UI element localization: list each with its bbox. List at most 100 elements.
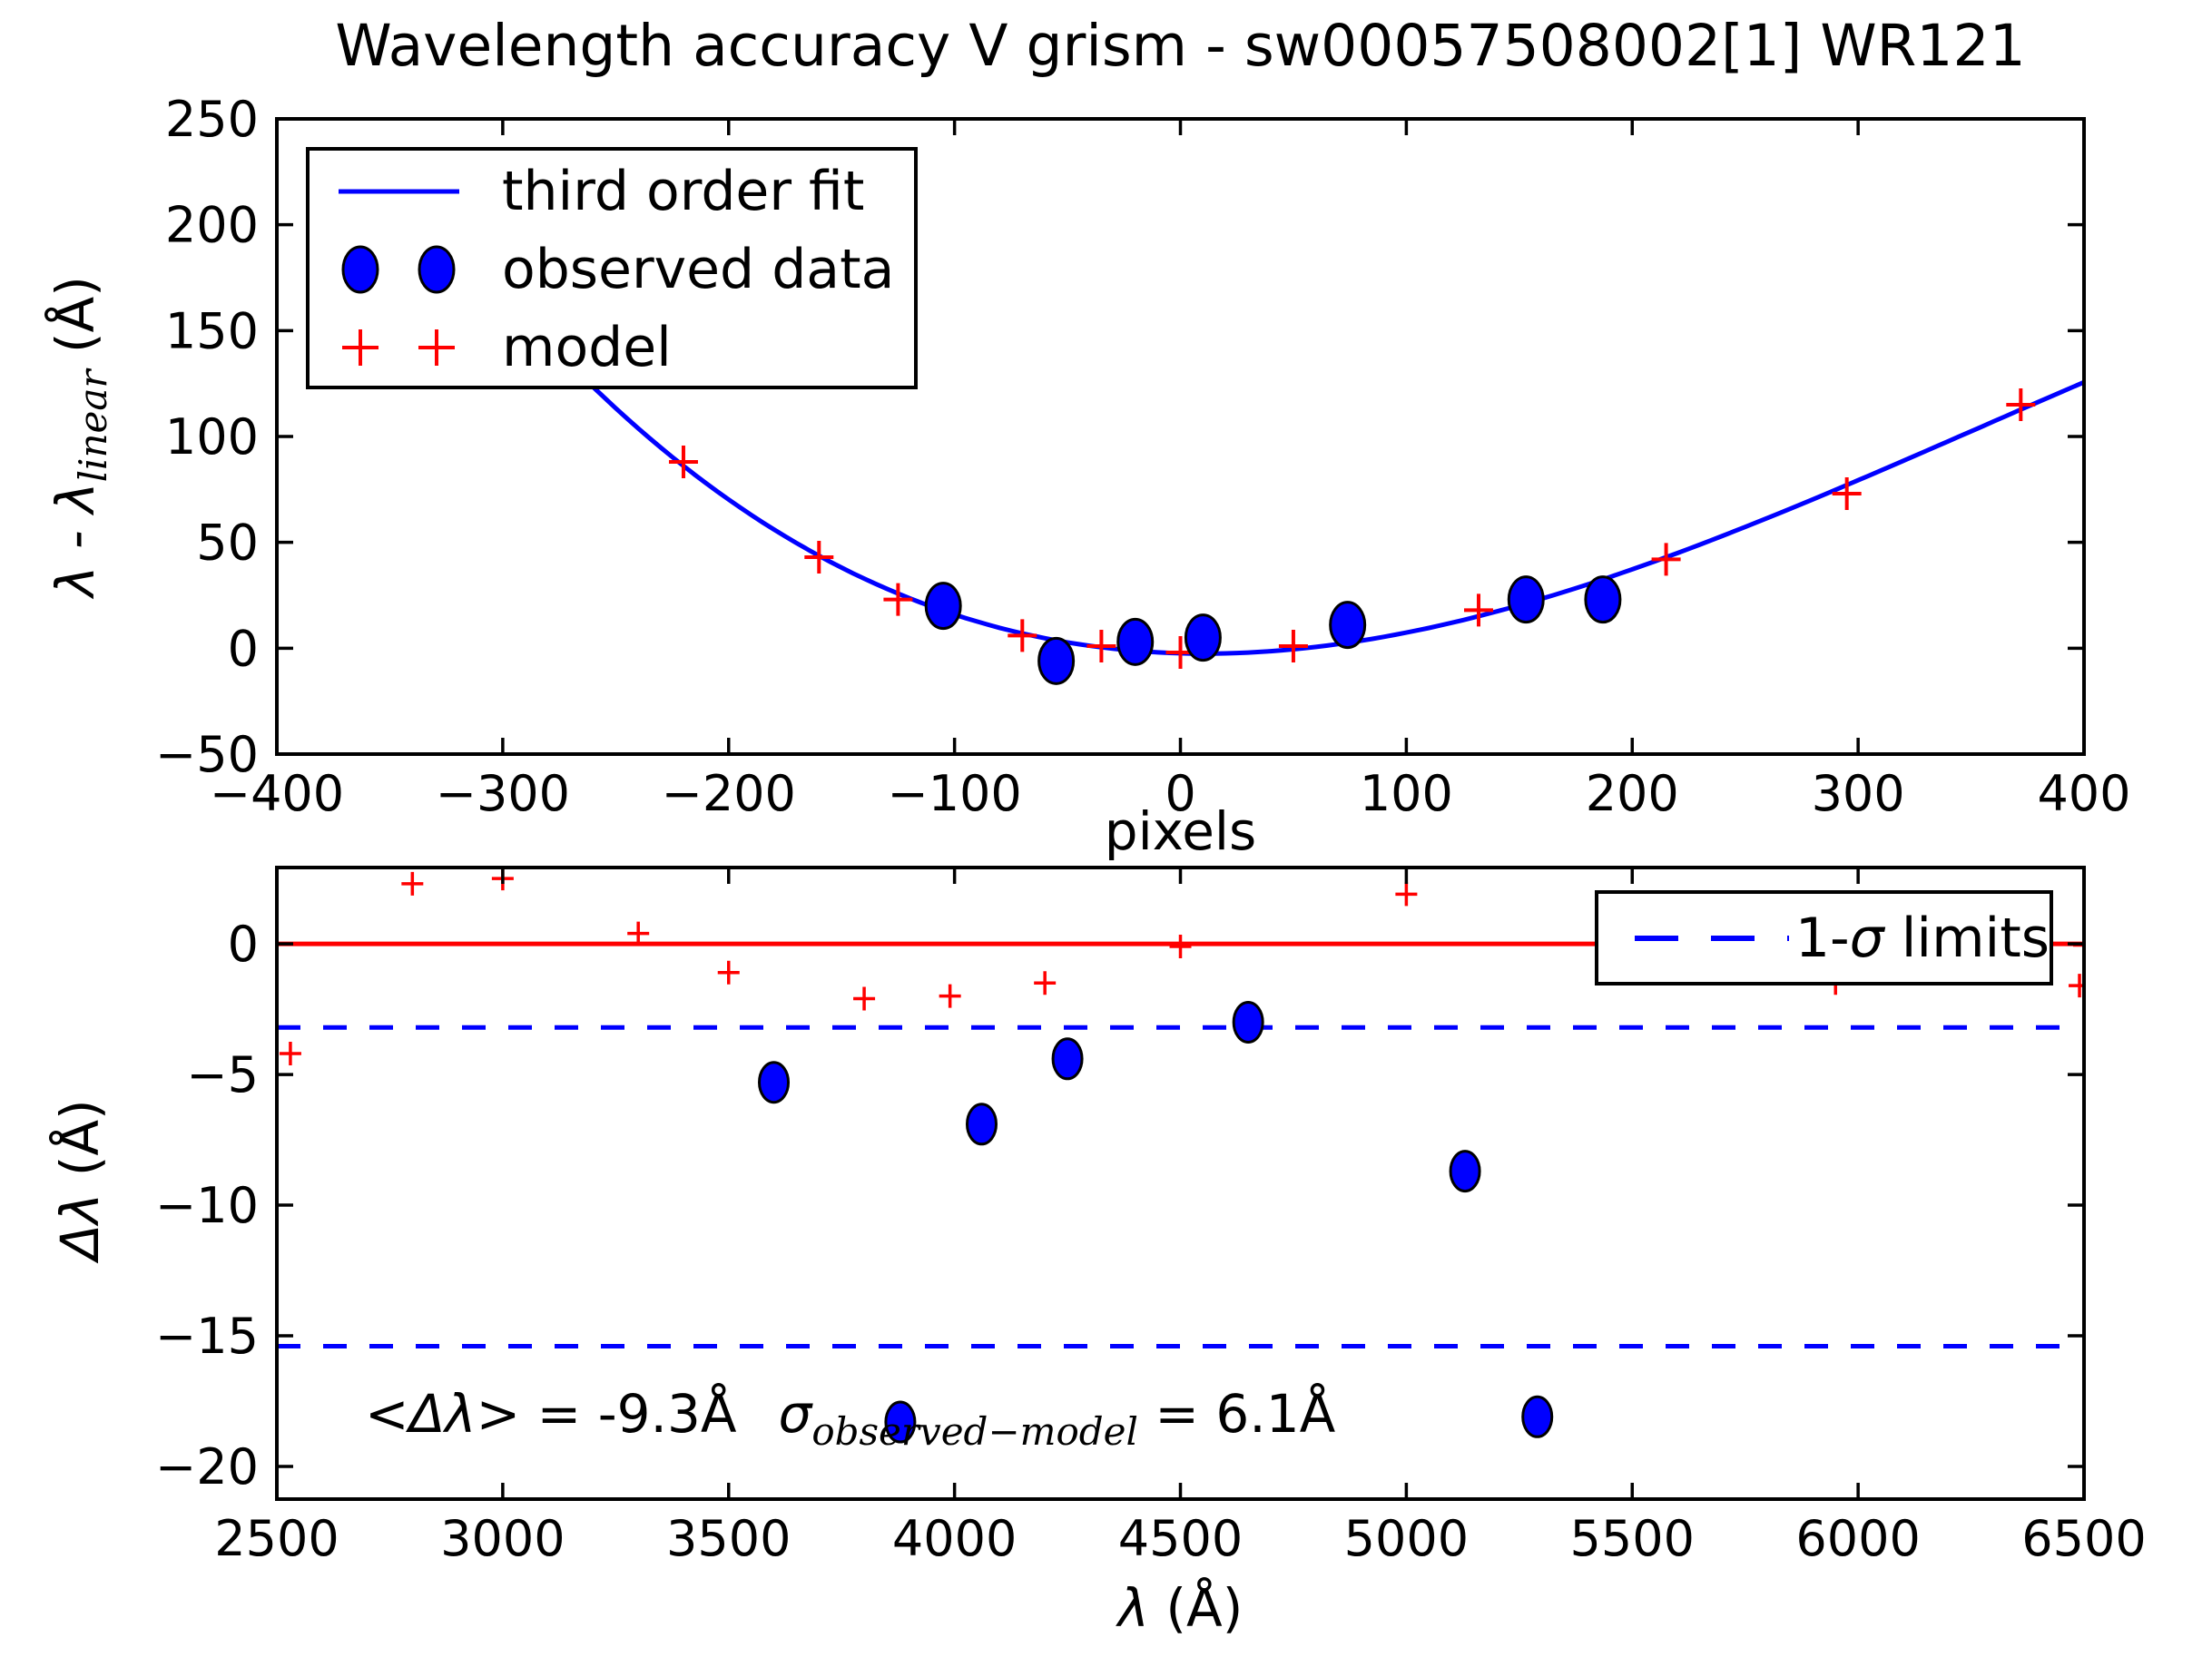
y-tick-label: −50	[155, 726, 259, 783]
top-legend: third order fit observed data model	[306, 147, 918, 389]
observed-data-point	[1051, 1037, 1084, 1081]
bottom-yaxis-label: Δλ (Å)	[49, 1099, 111, 1260]
y-tick-label: 100	[165, 408, 259, 466]
bottom-xaxis-label-unit: (Å)	[1148, 1577, 1244, 1639]
x-tick-label: −100	[887, 765, 1021, 822]
x-tick-label: 5500	[1570, 1510, 1695, 1567]
legend-entry-observed: observed data	[310, 230, 914, 309]
y-tick-label: 0	[228, 620, 259, 677]
legend-fit-sample	[339, 189, 459, 194]
x-tick-label: −200	[662, 765, 796, 822]
bottom-legend: 1-σ limits	[1595, 890, 2053, 985]
x-tick-label: 300	[1812, 765, 1905, 822]
x-tick-label: 100	[1360, 765, 1453, 822]
chart-title: Wavelength accuracy V grism - sw00057508…	[335, 13, 2026, 79]
x-tick-label: 3000	[440, 1510, 565, 1567]
y-tick-label: 150	[165, 302, 259, 359]
legend-label-sigma: σ	[1849, 906, 1884, 970]
legend-plus-sample	[418, 329, 455, 366]
model-point	[1278, 630, 1308, 662]
third-order-fit-line	[523, 315, 2084, 656]
x-tick-label: 400	[2037, 765, 2130, 822]
observed-data-point	[1184, 613, 1222, 662]
sigma-symbol: σ	[778, 1383, 812, 1445]
observed-data-point	[1037, 636, 1076, 685]
bottom-legend-label: 1-σ limits	[1795, 907, 2050, 970]
y-tick-label: −20	[155, 1438, 259, 1495]
observed-data-point	[1584, 575, 1622, 624]
observed-data-point	[1521, 1395, 1554, 1438]
observed-data-point	[884, 1400, 917, 1444]
model-point	[1008, 619, 1037, 652]
top-xaxis-label: pixels	[1104, 800, 1257, 862]
x-tick-label: 4000	[892, 1510, 1017, 1567]
model-point	[1464, 593, 1494, 627]
model-point	[717, 960, 740, 985]
y-tick-label: −5	[186, 1046, 259, 1103]
top-yaxis-label-subscript: linear	[71, 369, 115, 483]
statistics-annotation: <Δλ> = -9.3Å σobserved−model = 6.1Å	[365, 1383, 1335, 1454]
model-point	[1086, 630, 1116, 662]
y-tick-label: 250	[165, 91, 259, 148]
model-point	[1169, 934, 1192, 958]
x-tick-label: 6000	[1795, 1510, 1920, 1567]
model-point	[627, 921, 650, 946]
legend-label-post: limits	[1883, 906, 2050, 970]
bottom-xaxis-label: λ (Å)	[277, 1577, 2084, 1639]
x-tick-label: −400	[210, 765, 344, 822]
x-tick-label: 200	[1586, 765, 1679, 822]
observed-data-point	[758, 1061, 791, 1104]
bottom-yaxis-label-unit: (Å)	[49, 1099, 111, 1193]
x-tick-label: 6500	[2021, 1510, 2146, 1567]
legend-dot-sample	[418, 245, 456, 294]
legend-entry-fit: third order fit	[310, 152, 914, 230]
model-point	[883, 583, 913, 616]
model-point	[1034, 971, 1057, 995]
legend-label-pre: 1-	[1794, 906, 1850, 970]
legend-entry-label: third order fit	[502, 160, 865, 223]
bottom-yaxis-label-symbol: Δλ	[49, 1192, 111, 1260]
x-tick-label: 5000	[1344, 1510, 1469, 1567]
model-point	[2069, 974, 2084, 998]
model-point	[1651, 543, 1681, 576]
x-tick-label: 0	[1165, 765, 1195, 822]
observed-data-point	[1116, 617, 1155, 666]
model-point	[1832, 477, 1862, 510]
model-point	[401, 871, 424, 896]
top-panel-data-area	[523, 315, 2084, 685]
sigma-subscript: observed−model	[811, 1409, 1138, 1454]
legend-observed-sample	[341, 245, 456, 294]
x-tick-label: 2500	[214, 1510, 339, 1567]
observed-data-point	[1329, 601, 1367, 650]
model-point	[668, 446, 698, 478]
model-point	[853, 986, 876, 1011]
observed-data-point	[965, 1103, 998, 1146]
observed-data-point	[1232, 1000, 1264, 1044]
legend-entry-model: model	[310, 309, 914, 387]
model-point	[1395, 882, 1418, 907]
observed-data-point	[1449, 1150, 1481, 1193]
legend-dot-sample	[341, 245, 379, 294]
mean-symbol: Δλ	[408, 1383, 477, 1445]
x-tick-label: 3500	[666, 1510, 791, 1567]
top-yaxis-label: λ - λlinear (Å)	[44, 276, 115, 597]
model-point	[2006, 388, 2036, 421]
legend-sigma-sample	[1635, 935, 1789, 941]
top-yaxis-label-unit: (Å)	[44, 276, 106, 370]
sigma-value-text: = 6.1Å	[1137, 1383, 1336, 1445]
legend-entry-label: observed data	[502, 238, 895, 301]
y-tick-label: 0	[228, 916, 259, 973]
x-tick-label: −300	[436, 765, 570, 822]
y-tick-label: 50	[196, 515, 259, 572]
y-tick-label: 200	[165, 197, 259, 254]
x-tick-label: 4500	[1118, 1510, 1243, 1567]
legend-entry-label: model	[502, 316, 672, 379]
model-point	[279, 1042, 301, 1066]
legend-plus-sample	[342, 329, 378, 366]
top-yaxis-label-symbol: λ - λ	[44, 482, 106, 597]
observed-data-point	[924, 582, 962, 631]
mean-value-text: > = -9.3Å	[476, 1383, 737, 1445]
model-point	[939, 984, 961, 1008]
